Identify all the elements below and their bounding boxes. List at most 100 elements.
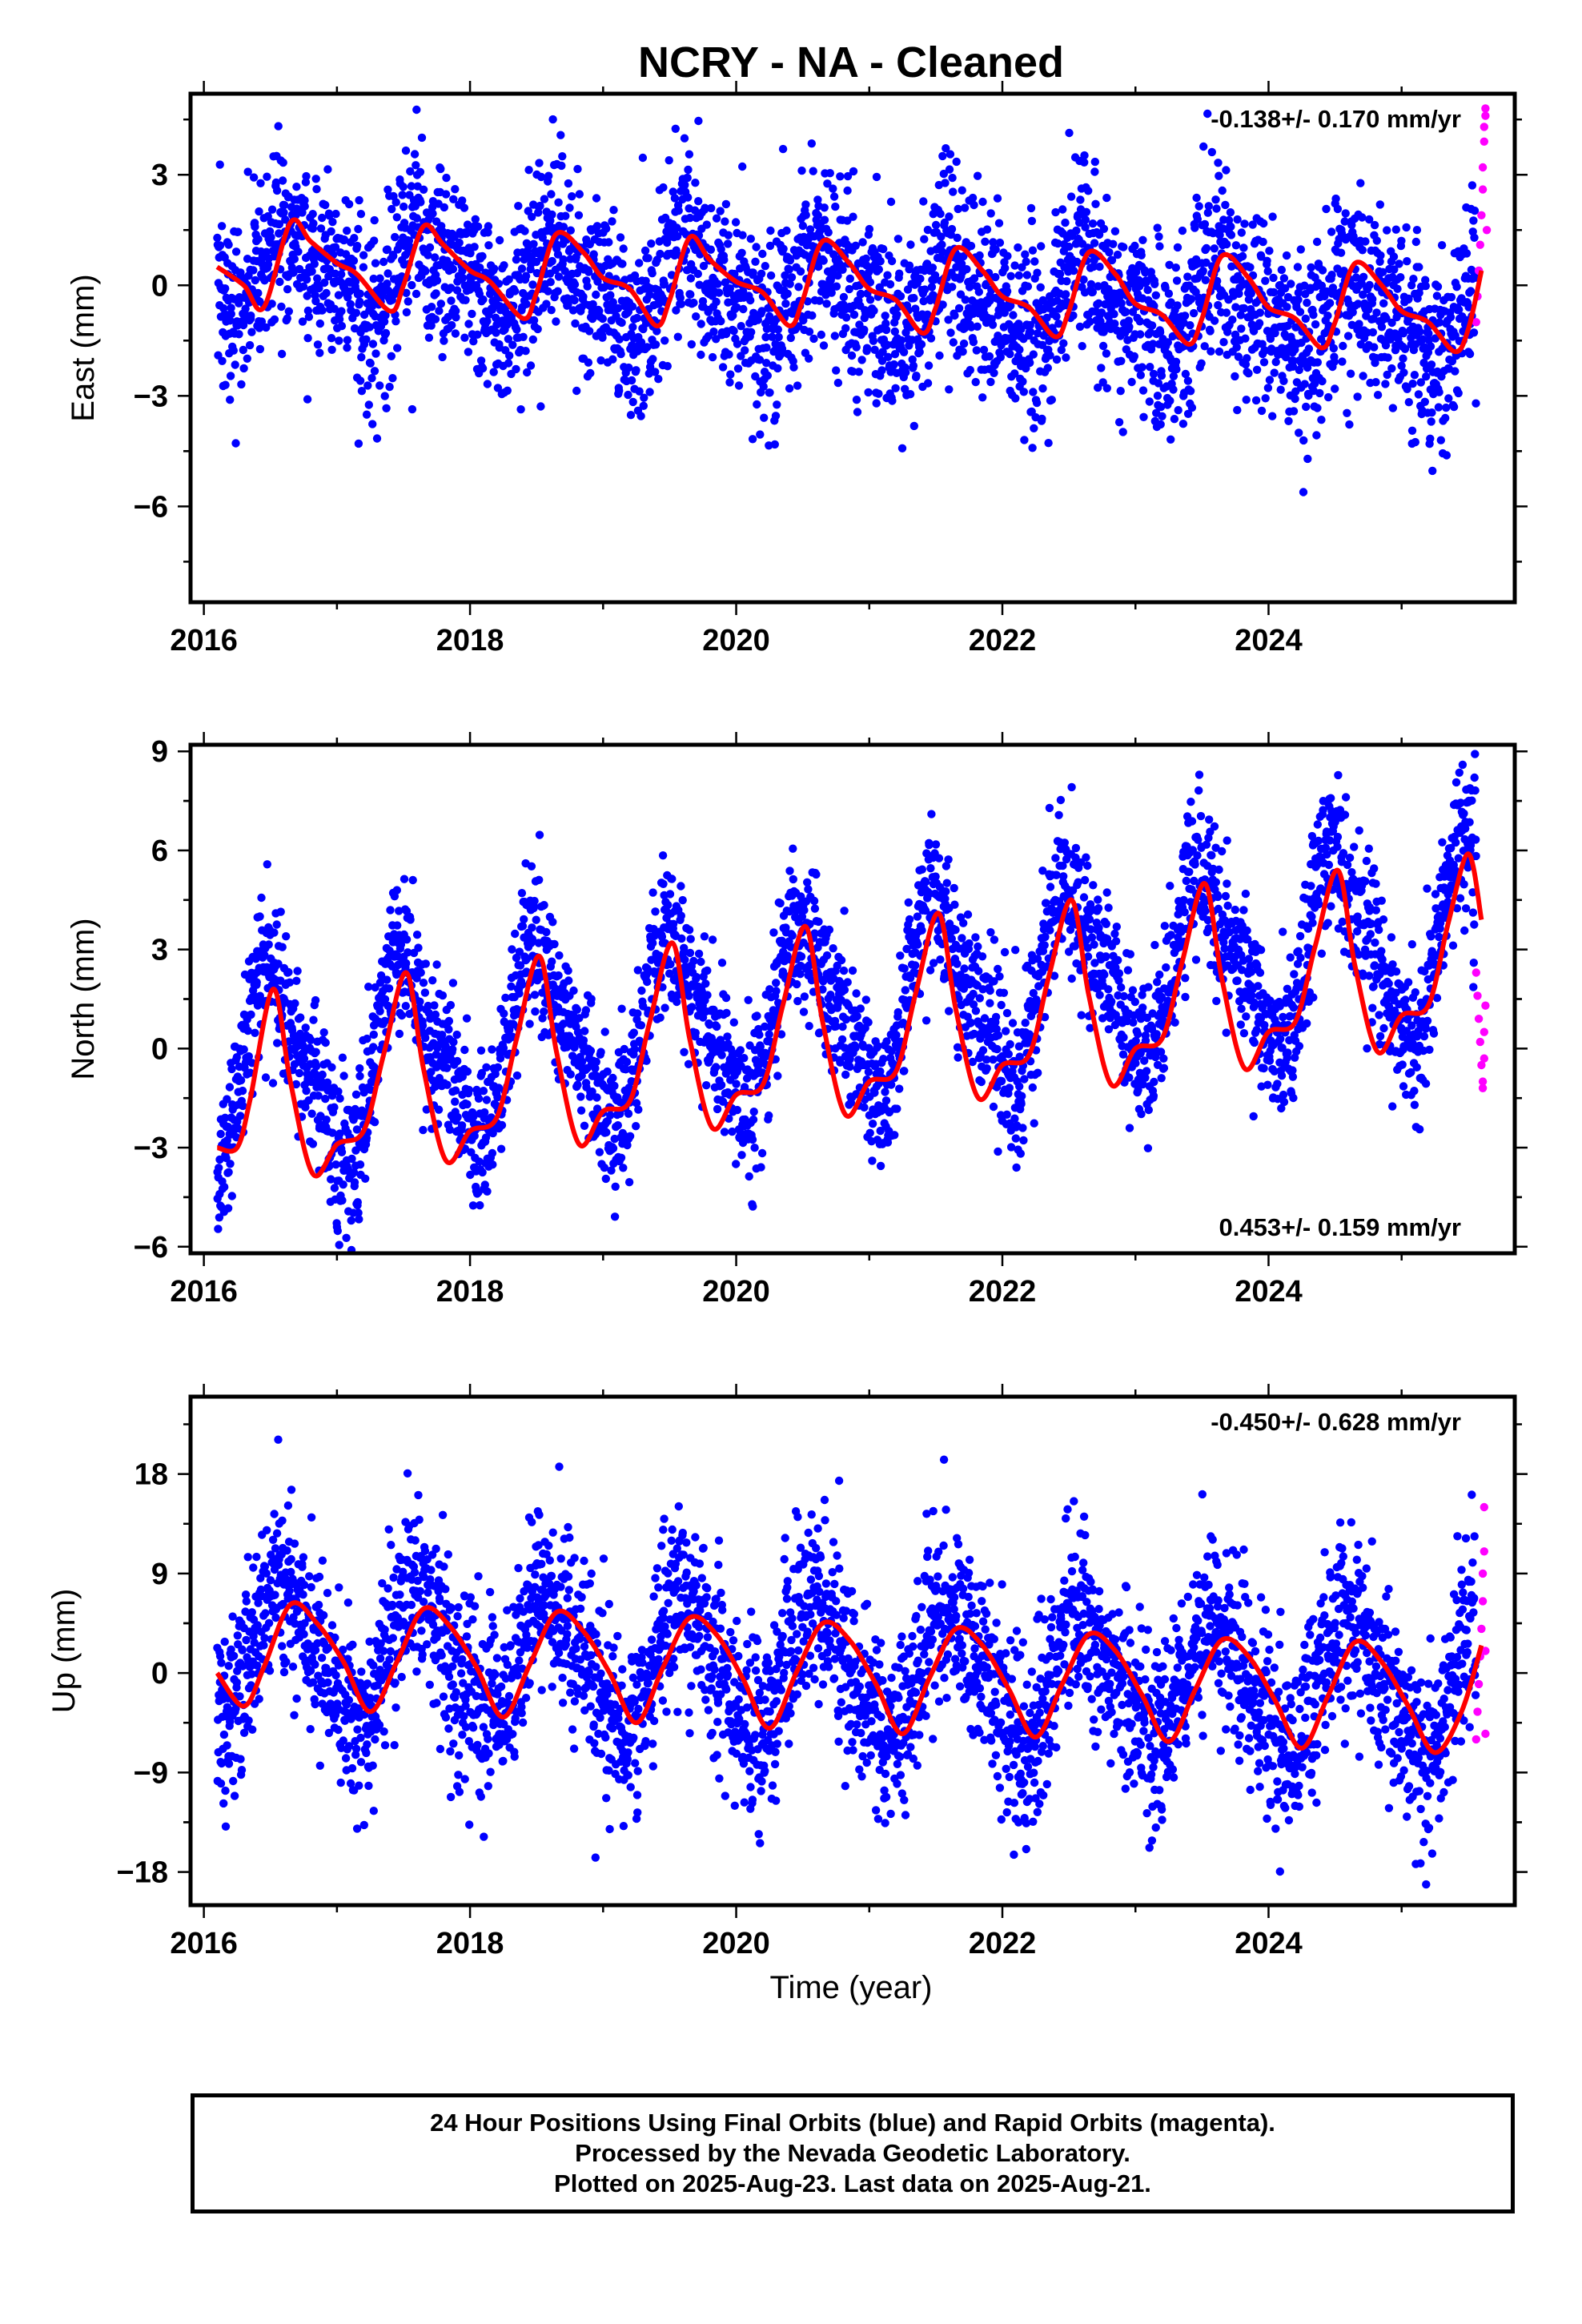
final-orbit-point [469,337,478,346]
final-orbit-point [296,1013,305,1022]
final-orbit-point [355,297,364,306]
final-orbit-point [673,231,682,241]
final-orbit-point [427,1068,436,1076]
final-orbit-point [1261,394,1270,403]
x-tick-label: 2016 [170,624,238,657]
final-orbit-point [794,283,803,292]
final-orbit-point [484,241,493,250]
final-orbit-point [241,304,250,313]
final-orbit-point [548,957,556,966]
final-orbit-point [388,374,397,383]
final-orbit-point [1295,308,1305,316]
final-orbit-point [586,1046,596,1055]
final-orbit-point [282,932,291,941]
plot-frame [188,91,1517,605]
final-orbit-point [521,347,530,356]
final-orbit-point [718,363,728,372]
final-orbit-point [730,269,739,279]
final-orbit-point [845,284,854,294]
final-orbit-point [860,325,869,334]
final-orbit-point [261,1073,271,1082]
final-orbit-point [1015,345,1024,354]
final-orbit-point [443,1063,452,1072]
final-orbit-point [628,323,637,332]
final-orbit-point [1036,283,1045,292]
final-orbit-point [677,911,685,920]
final-orbit-point [884,352,893,361]
final-orbit-point [1172,365,1181,374]
final-orbit-point [1166,298,1175,307]
x-tick-label: 2020 [702,624,770,657]
final-orbit-point [1117,299,1126,308]
final-orbit-point [1197,359,1206,368]
final-orbit-point [255,912,264,921]
final-orbit-point [725,284,734,293]
final-orbit-point [355,1160,365,1169]
final-orbit-point [994,219,1004,227]
final-orbit-point [227,1064,236,1074]
final-orbit-point [321,1038,330,1047]
final-orbit-point [694,197,703,206]
final-orbit-point [1179,318,1188,328]
final-orbit-point [1396,273,1405,282]
final-orbit-point [369,1030,378,1039]
final-orbit-point [547,306,556,315]
final-orbit-point [665,969,674,978]
final-orbit-point [1030,257,1039,266]
final-orbit-point [1054,320,1063,328]
final-orbit-point [483,316,492,326]
final-orbit-point [592,194,601,203]
final-orbit-point [392,886,401,895]
final-orbit-point [431,1010,440,1019]
final-orbit-point [1421,281,1431,291]
final-orbit-point [444,1016,454,1026]
final-orbit-point [749,1108,758,1116]
final-orbit-point [257,893,266,903]
final-orbit-point [1338,357,1347,366]
final-orbit-point [632,366,640,375]
final-orbit-point [1244,369,1253,378]
final-orbit-point [615,386,624,396]
final-orbit-point [1215,171,1223,180]
final-orbit-point [991,245,1000,254]
final-orbit-point [1002,287,1012,296]
final-orbit-point [853,408,862,416]
final-orbit-point [610,1134,619,1144]
final-orbit-point [532,268,541,278]
final-orbit-point [659,879,668,889]
final-orbit-point [838,265,847,274]
final-orbit-point [267,205,277,214]
final-orbit-point [1094,299,1103,308]
final-orbit-point [822,300,831,308]
final-orbit-point [944,316,953,324]
final-orbit-point [547,190,556,199]
final-orbit-point [1226,208,1235,217]
final-orbit-point [1470,206,1480,215]
final-orbit-point [1117,356,1126,365]
final-orbit-point [328,217,337,227]
final-orbit-point [221,1113,230,1123]
final-orbit-point [815,296,824,305]
final-orbit-point [785,384,794,393]
final-orbit-point [337,270,346,279]
final-orbit-point [655,951,664,960]
final-orbit-point [548,256,556,266]
final-orbit-point [1375,257,1384,266]
final-orbit-point [471,215,480,223]
final-orbit-point [799,316,808,325]
final-orbit-point [378,292,387,300]
final-orbit-point [354,1208,363,1217]
final-orbit-point [673,332,682,341]
final-orbit-point [339,1180,347,1189]
final-orbit-point [268,1079,278,1088]
x-tick-label: 2022 [969,624,1037,657]
final-orbit-point [1183,409,1193,418]
final-orbit-point [277,349,287,359]
final-orbit-point [1432,292,1442,300]
final-orbit-point [420,988,430,997]
final-orbit-point [1186,387,1195,396]
final-orbit-point [310,259,319,268]
final-orbit-point [278,943,287,951]
final-orbit-point [820,203,829,212]
final-orbit-point [355,289,364,298]
